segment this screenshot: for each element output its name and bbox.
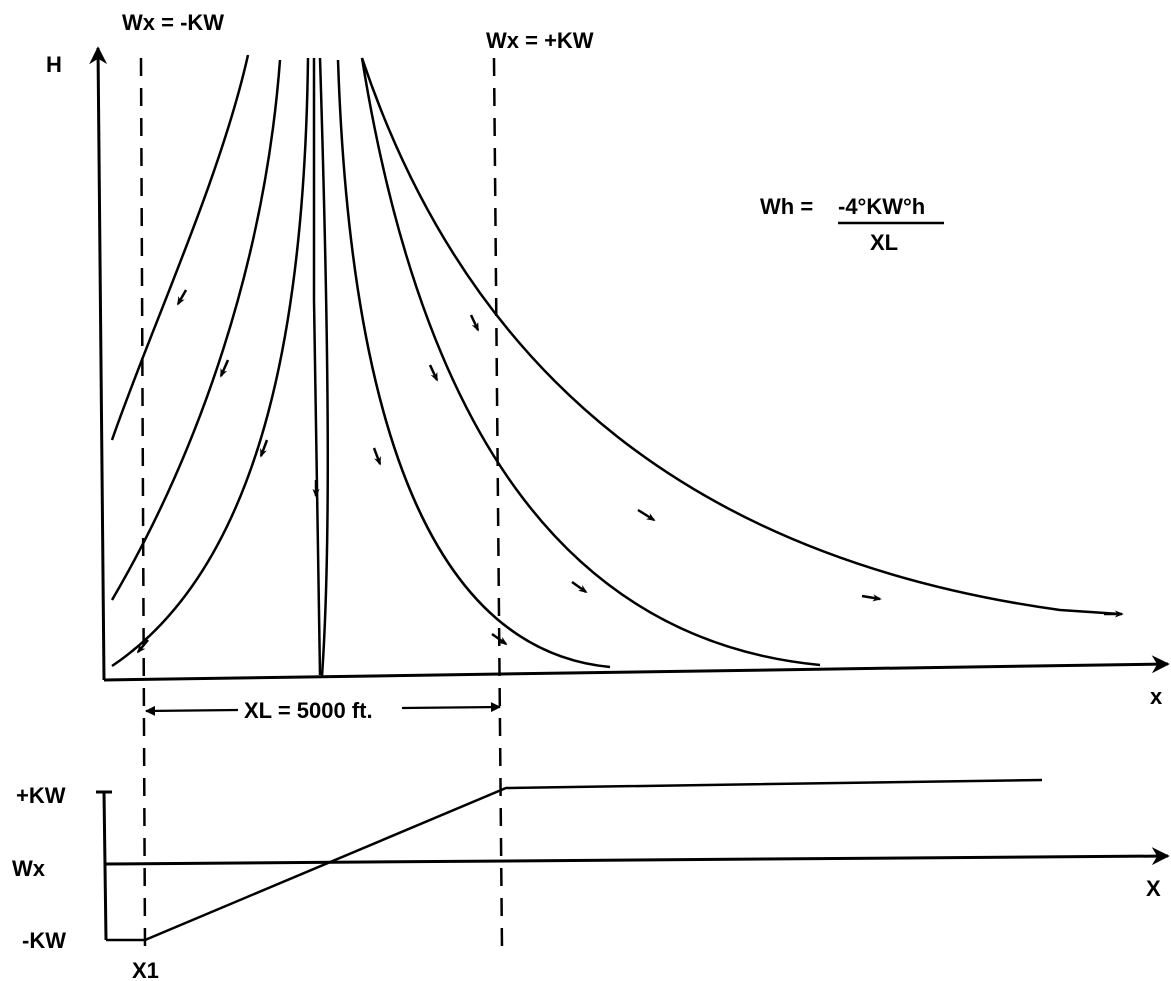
x-axis-line-top: [103, 655, 1170, 682]
label-wx-positive: Wx = +KW: [486, 28, 594, 53]
lower-axes: [96, 790, 1170, 941]
label-h-axis: H: [46, 52, 62, 77]
streamline-center-2: [318, 57, 330, 677]
streamline-right-2: [360, 57, 821, 667]
flow-arrow-12: [861, 594, 882, 602]
xl-arrow-right: [401, 702, 501, 713]
label-xl-distance: XL = 5000 ft.: [244, 698, 373, 723]
label-wx-negative: Wx = -KW: [122, 10, 224, 35]
flow-arrow-10: [571, 580, 588, 594]
xl-arrow-left: [145, 705, 239, 716]
wx-profile: [106, 778, 1043, 942]
label-x-axis-bottom: X: [1146, 876, 1161, 901]
streamline-right-3: [360, 57, 1121, 616]
formula: Wh = -4°KW°h XL: [760, 194, 944, 255]
label-minus-kw: -KW: [22, 928, 66, 953]
label-x-axis-top: x: [1150, 684, 1163, 709]
formula-numerator: -4°KW°h: [838, 194, 925, 219]
label-wx-axis: Wx: [12, 856, 46, 881]
formula-denominator: XL: [870, 230, 898, 255]
streamline-left-2: [110, 59, 282, 601]
flow-arrow-11: [637, 508, 656, 522]
wx-axis-line: [102, 791, 108, 941]
streamlines: [110, 54, 1121, 677]
label-plus-kw: +KW: [16, 783, 66, 808]
flow-arrows: [136, 289, 1124, 654]
streamline-center: [312, 58, 322, 676]
flow-arrow-8: [136, 639, 149, 654]
streamline-left-1: [110, 54, 250, 441]
flow-arrow-2: [219, 359, 230, 378]
x-axis-line-bottom: [105, 847, 1170, 866]
formula-lhs: Wh =: [760, 194, 813, 219]
flow-arrow-5: [372, 447, 382, 466]
flow-arrow-6: [428, 364, 439, 382]
wx-profile-line: [106, 778, 1043, 942]
flow-arrow-1: [176, 289, 188, 306]
flow-arrow-9: [491, 632, 508, 646]
h-axis-line: [89, 46, 108, 681]
dashed-line-left: [139, 57, 147, 951]
dashed-line-right: [492, 57, 504, 951]
streamline-left-3: [111, 57, 310, 668]
flow-arrow-3: [259, 439, 269, 458]
flow-arrow-7: [469, 314, 480, 332]
dashed-reference-lines: [139, 57, 504, 951]
xl-dimension: [145, 702, 501, 716]
streamline-right-1: [336, 59, 611, 669]
label-x1: X1: [132, 958, 159, 981]
upper-axes: [89, 46, 1170, 682]
